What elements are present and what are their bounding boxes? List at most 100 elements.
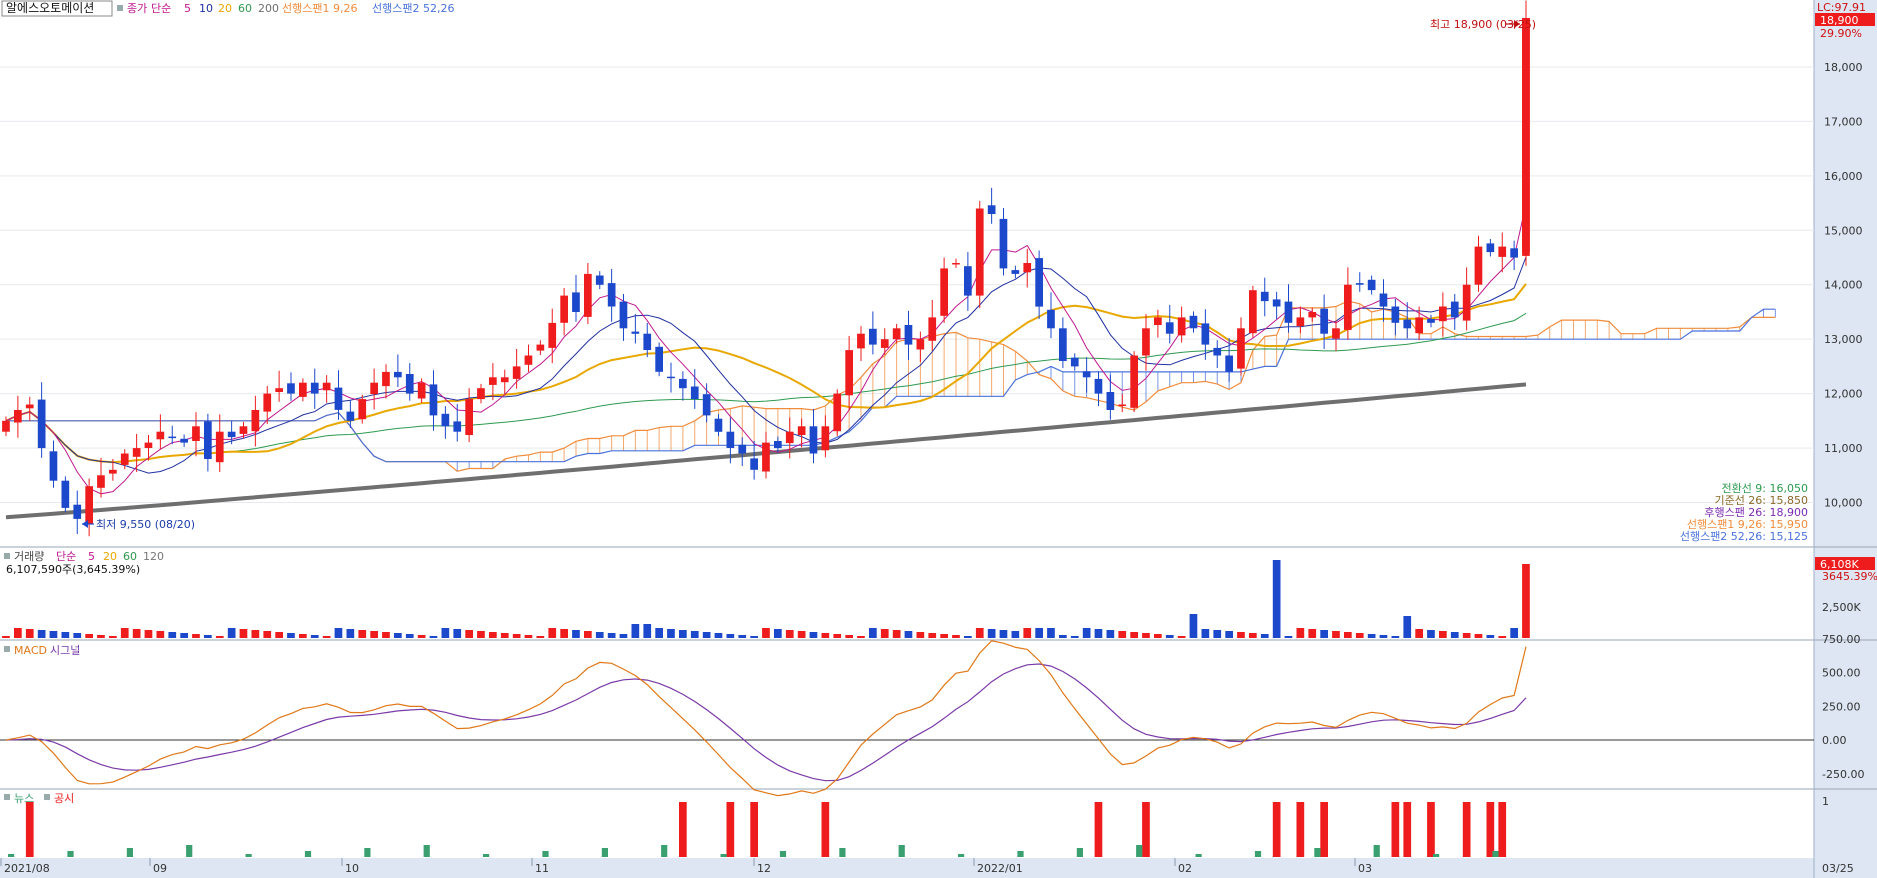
candle-body <box>880 339 889 348</box>
candle-body <box>204 421 212 459</box>
volume-bar <box>809 632 818 638</box>
volume-ma120: 120 <box>143 550 164 563</box>
candle-body <box>524 355 533 365</box>
volume-bar <box>774 629 782 638</box>
news-bar <box>839 848 846 857</box>
candle-body <box>916 339 925 350</box>
candle-body <box>928 317 937 341</box>
candle-body <box>441 413 450 427</box>
legend-span1: 선행스팬1 9,26 <box>282 2 357 15</box>
span2-line <box>6 308 1776 463</box>
candle-body <box>857 333 865 349</box>
news-bar <box>720 854 727 857</box>
volume-bar <box>405 634 414 638</box>
volume-bar <box>940 634 948 638</box>
news-label: 뉴스 <box>14 792 34 805</box>
volume-bar <box>25 629 34 638</box>
macd-line <box>5 640 1527 797</box>
volume-title: 거래량 <box>14 550 44 563</box>
volume-bar <box>904 631 913 638</box>
legend-ma200: 200 <box>258 2 279 15</box>
info-span2: 선행스팬2 52,26: 15,125 <box>1680 530 1808 543</box>
stock-name-box[interactable] <box>1 0 113 17</box>
date-axis-label: 09 <box>153 862 167 875</box>
candle-body <box>821 426 830 451</box>
legend-ma-type: 단순 <box>151 2 171 15</box>
news-bar <box>304 851 312 857</box>
news-bar <box>126 848 133 857</box>
price-axis-label: 18,000 <box>1824 61 1863 74</box>
volume-bar <box>37 630 46 638</box>
price-axis-label: 17,000 <box>1824 115 1863 128</box>
candle-body <box>1154 317 1162 325</box>
price-axis-background <box>1814 0 1877 878</box>
candle-body <box>1260 291 1269 302</box>
news-bar <box>67 851 74 857</box>
volume-bar <box>394 633 402 638</box>
news-bar <box>423 845 430 857</box>
candle-body <box>1201 323 1210 345</box>
current-change-tag: 29.90% <box>1820 27 1862 40</box>
candle-body <box>168 436 177 439</box>
news-bar <box>1433 854 1440 857</box>
candle-body <box>1415 317 1423 334</box>
candle-body <box>584 273 592 317</box>
candle-body <box>690 386 699 399</box>
volume-bar <box>1023 628 1032 638</box>
news-bar <box>958 854 965 857</box>
volume-bar <box>880 629 889 638</box>
volume-bar <box>560 629 568 638</box>
candle-body <box>251 410 260 432</box>
candle-body <box>144 442 153 448</box>
candle-body <box>1391 306 1400 323</box>
volume-bar <box>1272 560 1281 638</box>
volume-axis: 6,108K 3645.39% 2,500K <box>1815 557 1877 614</box>
candle-body <box>1189 315 1198 329</box>
volume-bar <box>477 631 485 638</box>
volume-bar <box>239 629 248 638</box>
candle-body <box>964 266 972 296</box>
candle-body <box>405 374 414 394</box>
candle-body <box>227 431 236 438</box>
volume-bar <box>1522 564 1530 638</box>
volume-bar <box>346 629 355 638</box>
date-axis-label: 02 <box>1178 862 1192 875</box>
volume-bar <box>964 636 972 638</box>
volume-bar <box>1403 616 1412 638</box>
candle-body <box>595 275 604 285</box>
candle-body <box>1498 246 1507 257</box>
volume-bar <box>1379 635 1388 638</box>
volume-bar <box>1367 634 1376 638</box>
candle-body <box>429 384 438 416</box>
volume-bar <box>857 636 865 638</box>
volume-bar <box>1284 636 1293 638</box>
high-annotation: 최고 18,900 (03/25) <box>1430 18 1536 31</box>
volume-bar <box>1510 628 1518 638</box>
volume-ma5: 5 <box>88 550 95 563</box>
candle-body <box>1142 328 1150 356</box>
candle-body <box>1367 279 1376 291</box>
candle-body <box>382 371 390 387</box>
volume-bar <box>73 633 82 638</box>
candle-body <box>1486 243 1495 253</box>
disclosure-bar <box>1486 802 1495 857</box>
candle-body <box>750 458 758 470</box>
macd-label: MACD <box>14 644 47 657</box>
volume-bar <box>465 630 473 638</box>
volume-bar <box>1189 614 1198 638</box>
candle-body <box>833 393 842 432</box>
price-axis-label: 10,000 <box>1824 497 1863 510</box>
candle-body <box>239 426 248 434</box>
candle-body <box>453 421 462 432</box>
news-bar <box>1017 851 1024 857</box>
volume-bar <box>952 635 960 638</box>
ichimoku-info: 전환선 9: 16,050 기준선 26: 15,850 후행스팬 26: 18… <box>1680 482 1808 543</box>
news-bar <box>186 845 193 857</box>
volume-bar <box>215 636 224 638</box>
volume-bar <box>655 628 663 638</box>
date-axis-label: 11 <box>535 862 549 875</box>
candle-body <box>1462 284 1471 321</box>
disclosure-bar <box>821 802 830 857</box>
candle-body <box>370 382 378 395</box>
